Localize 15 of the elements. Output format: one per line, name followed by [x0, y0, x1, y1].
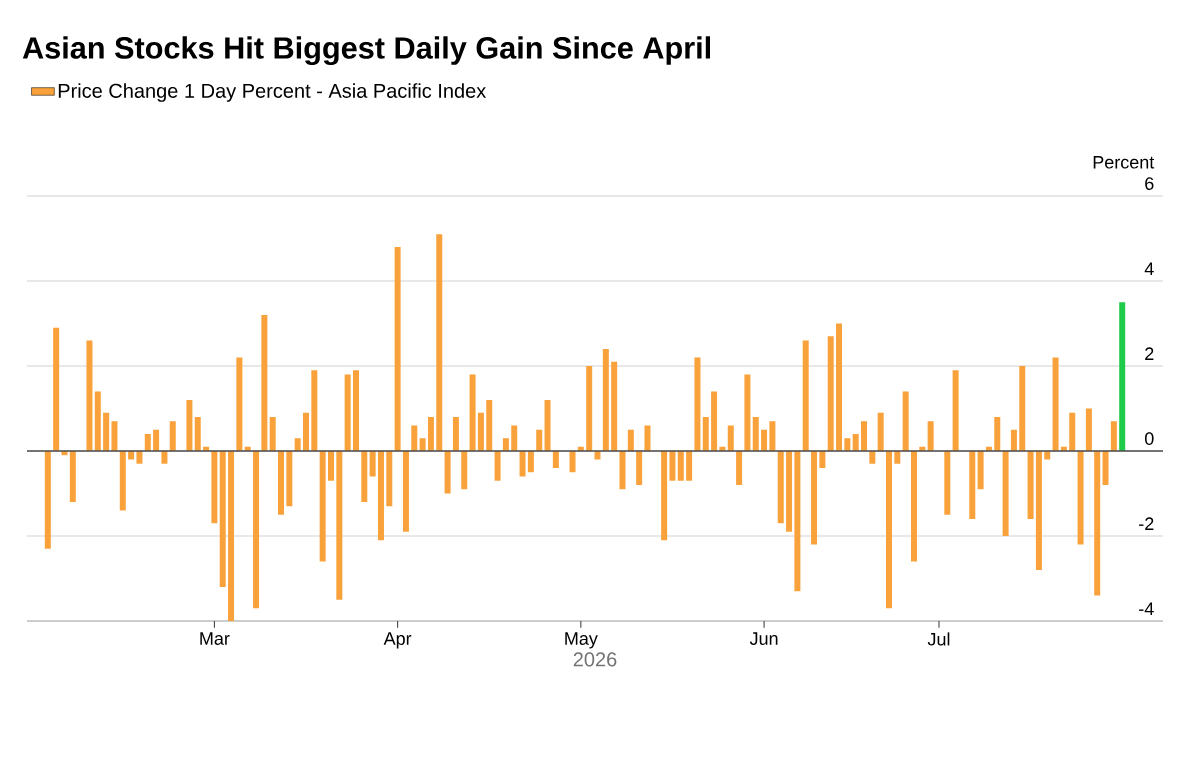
- legend-label: Price Change 1 Day Percent - Asia Pacific Index: [58, 83, 487, 102]
- y-axis-title: Percent: [1093, 156, 1155, 169]
- y-tick-label: -2: [1139, 517, 1154, 530]
- y-tick-label: -4: [1139, 602, 1154, 615]
- x-tick-label: Jun: [749, 632, 778, 645]
- y-tick-label: 2: [1145, 347, 1154, 360]
- chart-title: Asian Stocks Hit Biggest Daily Gain Since April: [22, 36, 711, 66]
- y-tick-label: 4: [1144, 262, 1154, 275]
- x-tick-label: Mar: [200, 632, 230, 645]
- y-tick-label: 6: [1145, 177, 1154, 190]
- x-tick-label: Apr: [383, 632, 412, 649]
- y-tick-label: 0: [1144, 432, 1154, 445]
- x-tick-label: May: [565, 632, 598, 649]
- x-tick-label: Jul: [927, 632, 950, 646]
- x-axis-title: 2026: [573, 652, 617, 667]
